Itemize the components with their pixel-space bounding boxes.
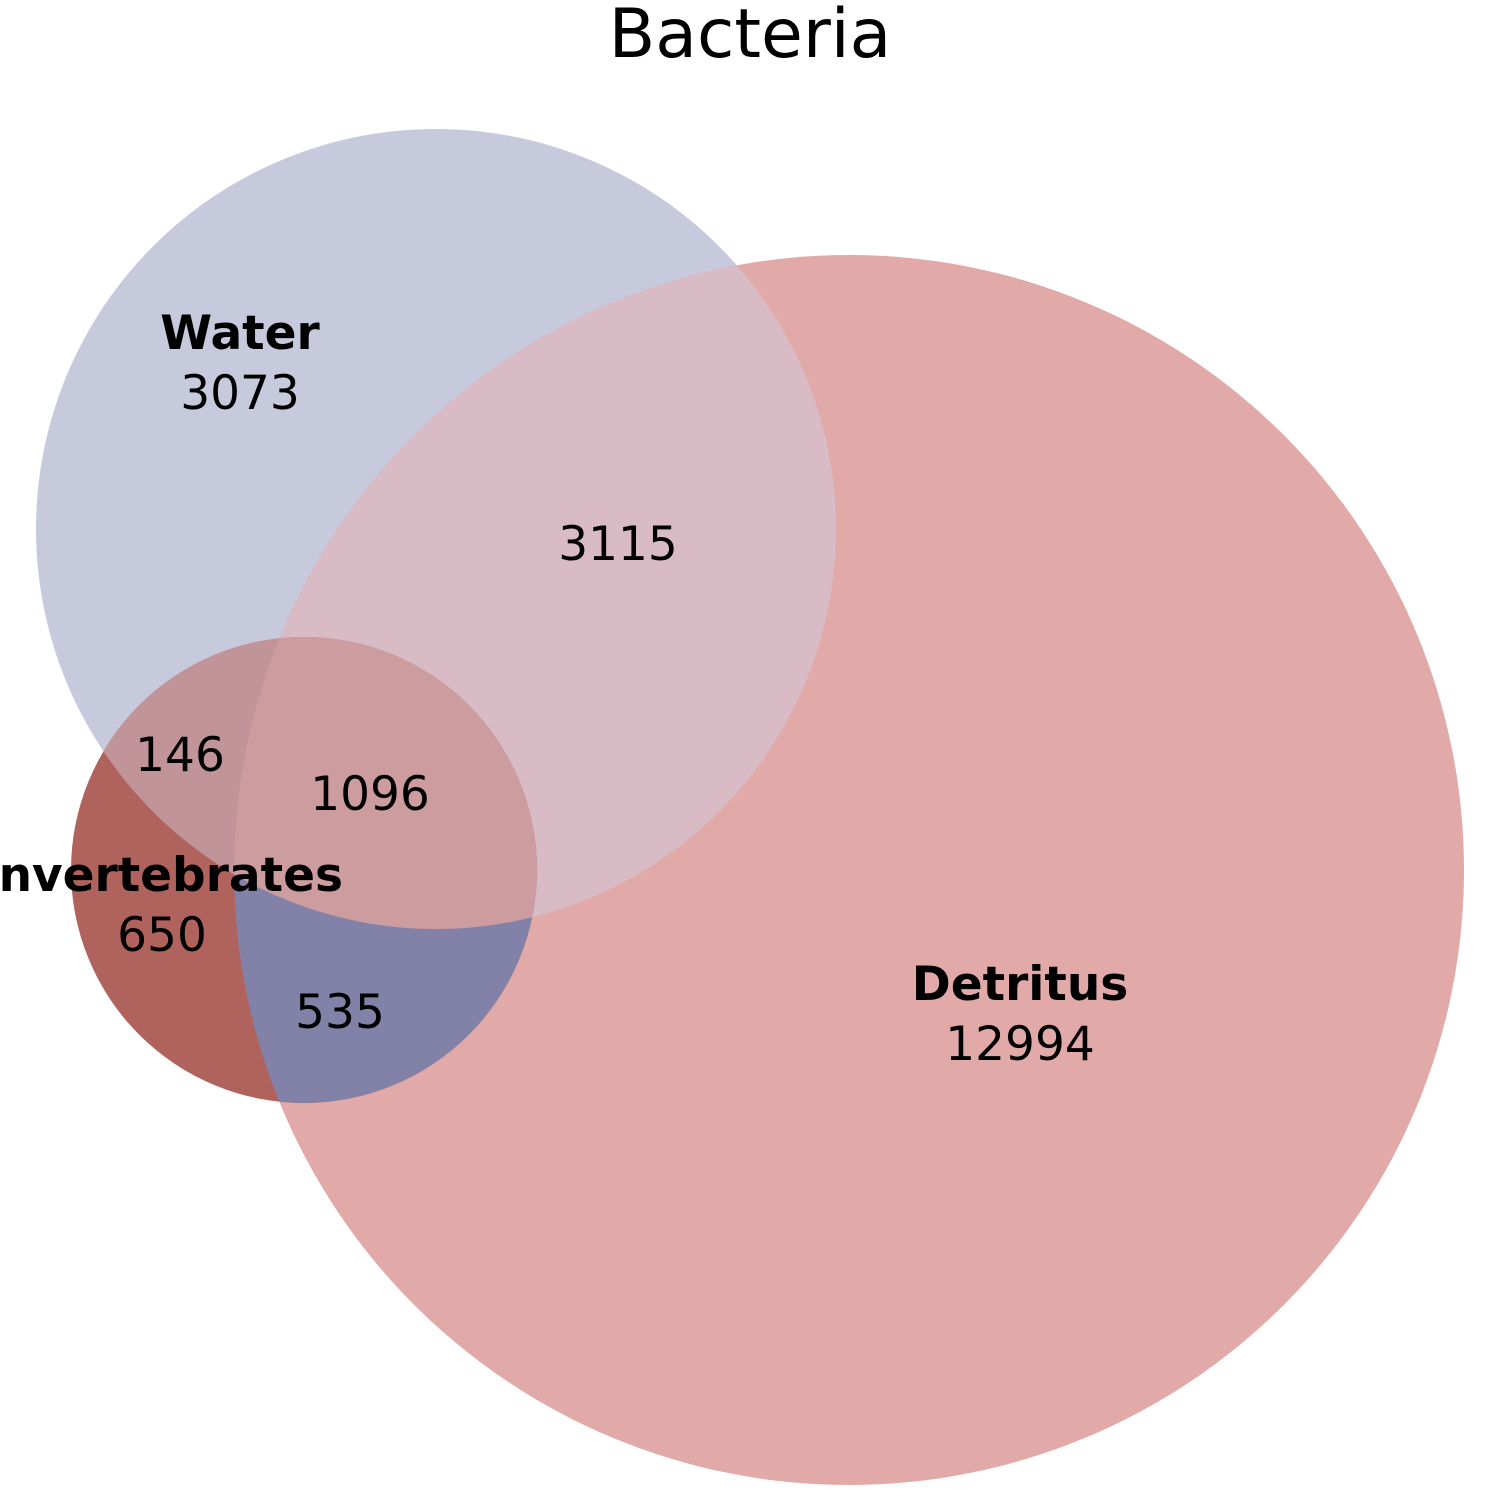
all-three-count: 1096 xyxy=(310,767,430,822)
water-invertebrates-count: 146 xyxy=(135,728,225,783)
invertebrates-only-count: 650 xyxy=(117,908,207,963)
detritus-invertebrates-count: 535 xyxy=(295,985,385,1040)
all-three-region xyxy=(234,637,537,929)
water-detritus-count: 3115 xyxy=(558,517,678,572)
chart-title: Bacteria xyxy=(609,0,892,74)
water-detritus-region xyxy=(234,255,836,929)
detritus-label: Detritus xyxy=(912,957,1129,1012)
water-label: Water xyxy=(160,306,320,361)
invertebrates-label: Invertebrates xyxy=(0,848,343,903)
water-only-count: 3073 xyxy=(180,366,300,421)
detritus-only-count: 12994 xyxy=(945,1017,1095,1072)
